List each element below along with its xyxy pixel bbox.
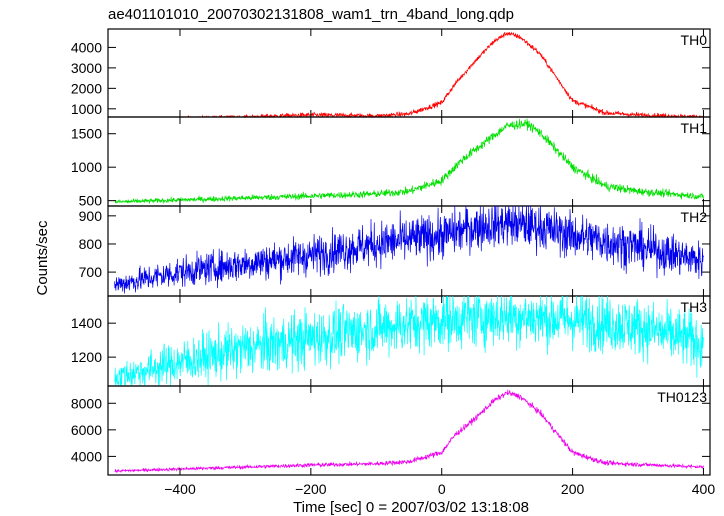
panel-label: TH3 xyxy=(681,299,708,315)
y-tick-label: 800 xyxy=(79,236,103,252)
panel-label: TH0 xyxy=(681,32,708,48)
panel-label: TH0123 xyxy=(657,389,707,405)
y-tick-label: 1400 xyxy=(71,315,102,331)
y-tick-label: 1200 xyxy=(71,349,102,365)
y-tick-label: 1500 xyxy=(71,126,102,142)
panel-th2: 700 800 900 TH2 xyxy=(79,205,711,297)
x-tick-label: 400 xyxy=(692,481,716,497)
x-axis-label: Time [sec] 0 = 2007/03/02 13:18:08 xyxy=(293,499,529,516)
panel-frame xyxy=(107,28,711,118)
series-line-th3 xyxy=(114,295,704,387)
x-tick-label: 0 xyxy=(438,481,446,497)
panel-th1: 500 1000 1500 TH1 xyxy=(71,116,711,209)
y-tick-label: 2000 xyxy=(71,80,102,96)
panel-frame xyxy=(107,116,711,207)
x-tick-label: −400 xyxy=(164,481,196,497)
y-tick-label: 1000 xyxy=(71,159,102,175)
y-tick-label: 500 xyxy=(79,193,103,209)
y-tick-label: 8000 xyxy=(71,395,102,411)
series-line-th2 xyxy=(114,205,704,294)
panel-th0: 1000 2000 3000 4000 TH0 xyxy=(71,28,711,119)
chart-title: ae401101010_20070302131808_wam1_trn_4ban… xyxy=(108,6,514,23)
panel-frame xyxy=(107,205,711,297)
series-line-th1 xyxy=(114,118,704,205)
panel-label: TH1 xyxy=(681,120,708,136)
y-tick-label: 1000 xyxy=(71,101,102,117)
x-tick-label: 200 xyxy=(561,481,585,497)
panel-frame xyxy=(107,385,711,476)
panel-label: TH2 xyxy=(681,209,708,225)
y-tick-label: 700 xyxy=(79,264,103,280)
y-tick-label: 900 xyxy=(79,208,103,224)
panel-th0123: 4000 6000 8000 TH0123 xyxy=(71,385,711,476)
series-line-th0123 xyxy=(114,389,704,474)
x-tick-label: −200 xyxy=(295,481,327,497)
y-tick-label: 6000 xyxy=(71,422,102,438)
series-line-th0 xyxy=(114,31,704,119)
panels: 1000 2000 3000 4000 TH0 500 1000 1500 TH1 700 800 9… xyxy=(71,28,711,476)
y-tick-label: 4000 xyxy=(71,448,102,464)
x-tick-labels: −400 −200 0 200 400 xyxy=(164,481,715,497)
y-axis-label: Counts/sec xyxy=(34,220,51,296)
y-tick-label: 4000 xyxy=(71,39,102,55)
panel-th3: 1200 1400 TH3 xyxy=(71,295,711,387)
y-tick-label: 3000 xyxy=(71,60,102,76)
